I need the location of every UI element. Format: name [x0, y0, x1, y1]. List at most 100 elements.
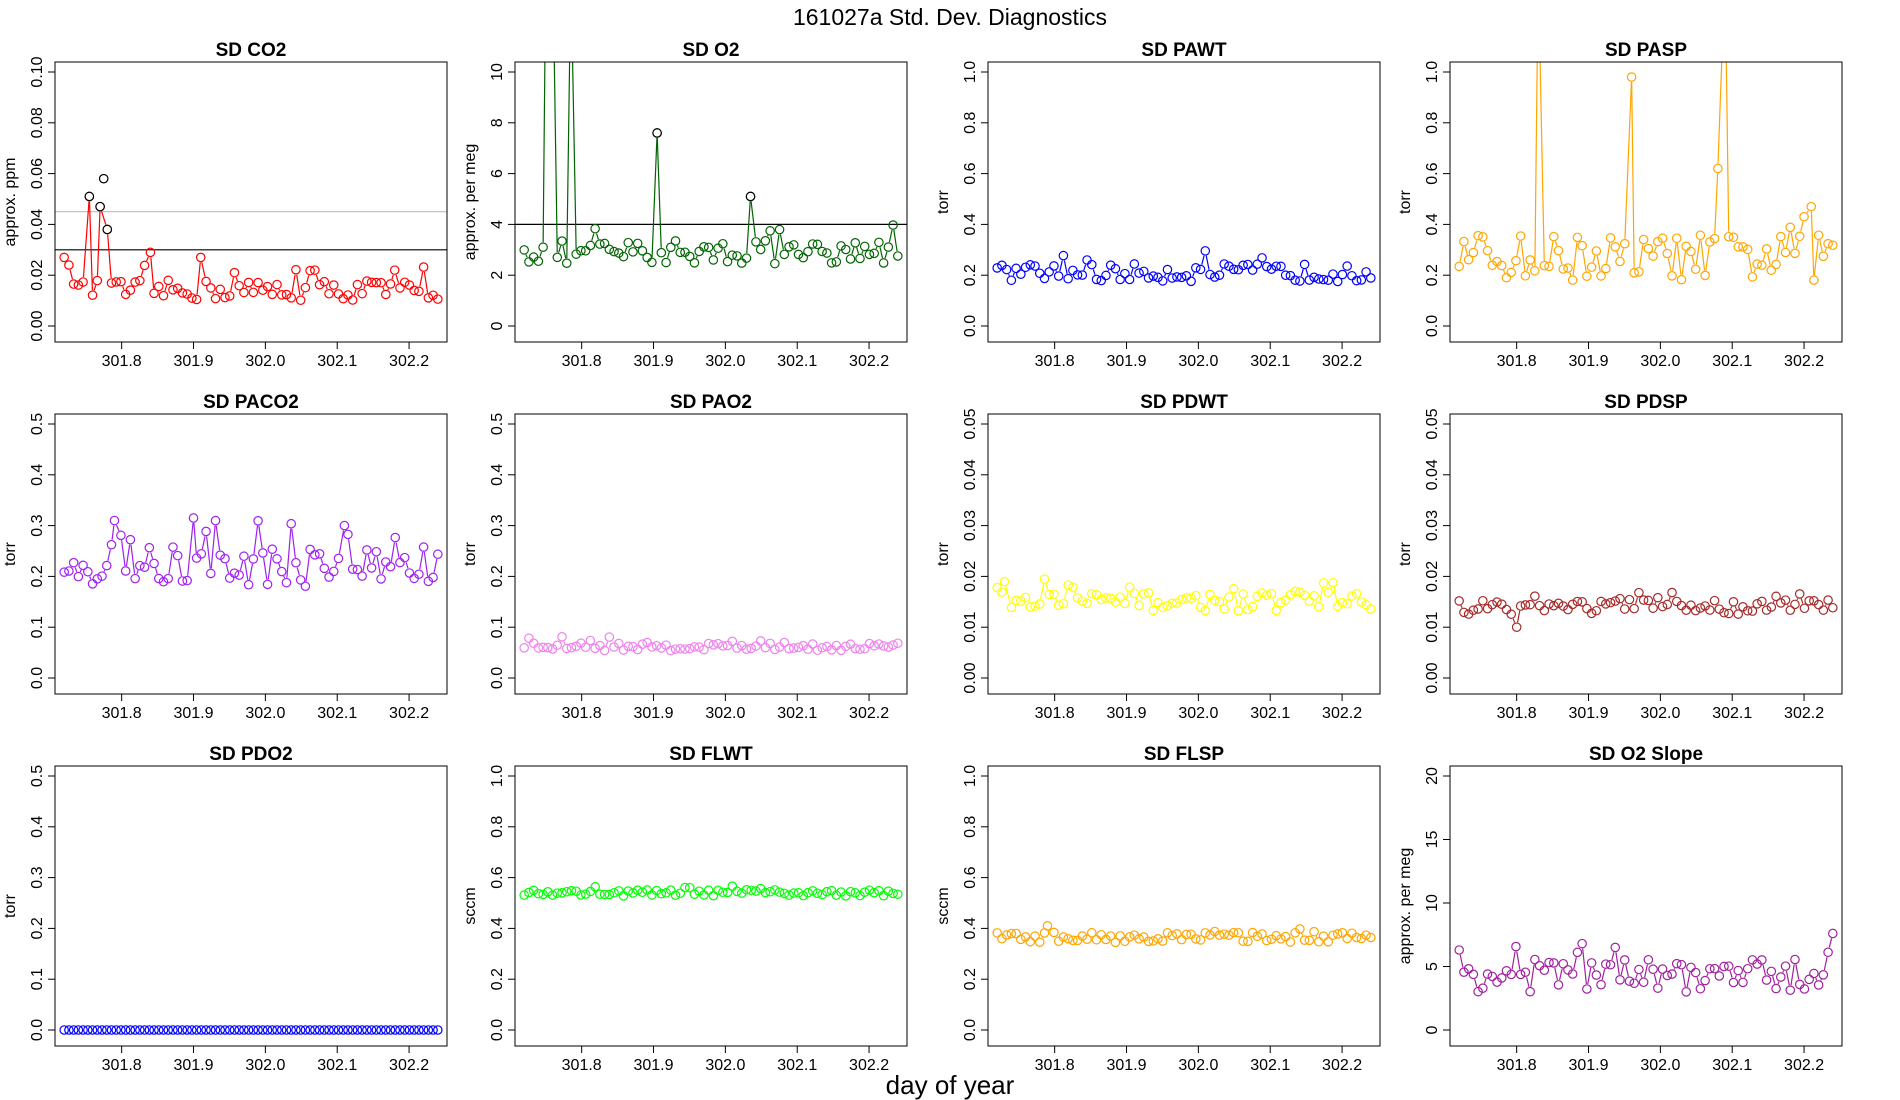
- data-point: [1058, 932, 1069, 942]
- data-point: [1096, 929, 1107, 940]
- chart-panel-8: SD PDSP torr 0.00 0.01 0.02 0.03 0.04 0.05 301.8…: [1397, 392, 1843, 722]
- series-segment: [1205, 255, 1210, 270]
- series-segment: [879, 247, 884, 259]
- data-point: [1148, 605, 1159, 616]
- x-tick-label: 302.0: [705, 353, 745, 370]
- data-point: [196, 1025, 207, 1035]
- data-point: [632, 238, 643, 249]
- plot-frame: [987, 413, 1381, 695]
- data-point: [1328, 577, 1338, 588]
- series-segment: [1753, 268, 1756, 273]
- data-point: [1742, 244, 1753, 255]
- data-point: [1077, 596, 1088, 606]
- data-point: [656, 247, 667, 258]
- data-point: [1478, 595, 1488, 606]
- data-point: [243, 1025, 254, 1035]
- data-point: [343, 1025, 353, 1035]
- series-segment: [278, 288, 281, 291]
- data-point: [1511, 622, 1522, 632]
- series-segment: [1572, 242, 1578, 276]
- series-segment: [1815, 977, 1818, 981]
- data-series: [992, 574, 1376, 616]
- y-tick-label: 1.0: [962, 61, 979, 83]
- data-point: [1818, 251, 1829, 262]
- x-tick-label: 302.1: [1712, 1057, 1752, 1074]
- series-segment: [121, 540, 126, 567]
- series-segment: [206, 536, 211, 569]
- data-point: [1823, 595, 1833, 605]
- data-point: [191, 1025, 202, 1035]
- data-point: [333, 553, 344, 564]
- y-tick-label: 8: [489, 118, 506, 127]
- data-point: [1629, 268, 1639, 278]
- y-axis-label: torr: [2, 541, 19, 566]
- data-point: [135, 1025, 145, 1035]
- data-point: [1634, 964, 1644, 975]
- series-segment: [861, 250, 864, 255]
- data-point: [765, 226, 775, 236]
- data-point: [1676, 959, 1687, 970]
- series-segment: [884, 251, 888, 259]
- series-segment: [362, 554, 367, 572]
- data-point: [305, 265, 315, 276]
- data-point: [1761, 244, 1772, 254]
- data-point: [1115, 592, 1125, 603]
- series-segment: [542, 62, 546, 243]
- y-tick-label: 0.0: [29, 1019, 46, 1041]
- series-segment: [1725, 62, 1730, 232]
- data-point: [1243, 604, 1253, 615]
- data-point: [1157, 936, 1168, 946]
- series-segment: [525, 254, 528, 258]
- data-point: [623, 886, 634, 896]
- data-point: [1567, 599, 1578, 610]
- series-segment: [1549, 241, 1554, 262]
- data-point: [992, 582, 1002, 593]
- data-point: [1200, 928, 1211, 938]
- data-point: [656, 643, 667, 653]
- data-point: [1752, 598, 1762, 609]
- data-point: [1129, 588, 1140, 599]
- data-point: [1794, 231, 1805, 242]
- series-segment: [1653, 973, 1658, 984]
- series-segment: [154, 568, 158, 574]
- data-point: [300, 581, 311, 592]
- series-segment: [88, 201, 93, 291]
- x-tick-label: 301.8: [1035, 705, 1075, 722]
- series-segment: [1239, 598, 1243, 606]
- y-tick-label: 0.08: [29, 107, 46, 138]
- data-point: [1525, 599, 1535, 610]
- data-point: [135, 275, 145, 286]
- chart-title: SD FLWT: [669, 744, 753, 765]
- data-point: [1530, 954, 1540, 965]
- data-point: [1600, 263, 1611, 274]
- data-point: [1356, 275, 1367, 285]
- data-point: [779, 637, 790, 648]
- data-point: [746, 643, 757, 654]
- outlier-point: [745, 191, 756, 202]
- data-point: [807, 886, 818, 896]
- data-point: [380, 557, 391, 567]
- outlier-point: [102, 224, 113, 235]
- data-point: [1544, 599, 1554, 609]
- series-segment: [382, 287, 385, 291]
- data-point: [1276, 597, 1286, 608]
- y-tick-label: 0.8: [962, 112, 979, 134]
- x-tick-label: 301.9: [1106, 705, 1146, 722]
- data-point: [267, 1025, 278, 1035]
- data-point: [404, 568, 415, 578]
- y-tick-label: 15: [1424, 831, 1441, 849]
- plot-frame: [54, 765, 448, 1047]
- y-tick-label: 0.2: [29, 565, 46, 587]
- data-point: [680, 882, 690, 893]
- series-segment: [1620, 964, 1625, 976]
- chart-panel-11: SD FLSP sccm 0.0 0.2 0.4 0.6 0.8 1.0 301.8 301.9 3…: [935, 744, 1381, 1074]
- data-point: [855, 890, 865, 901]
- data-point: [125, 1025, 136, 1035]
- data-point: [1195, 935, 1206, 945]
- data-point: [684, 643, 695, 654]
- data-point: [628, 247, 638, 257]
- series-segment: [1554, 967, 1559, 981]
- series-segment: [723, 248, 727, 257]
- data-point: [385, 561, 396, 572]
